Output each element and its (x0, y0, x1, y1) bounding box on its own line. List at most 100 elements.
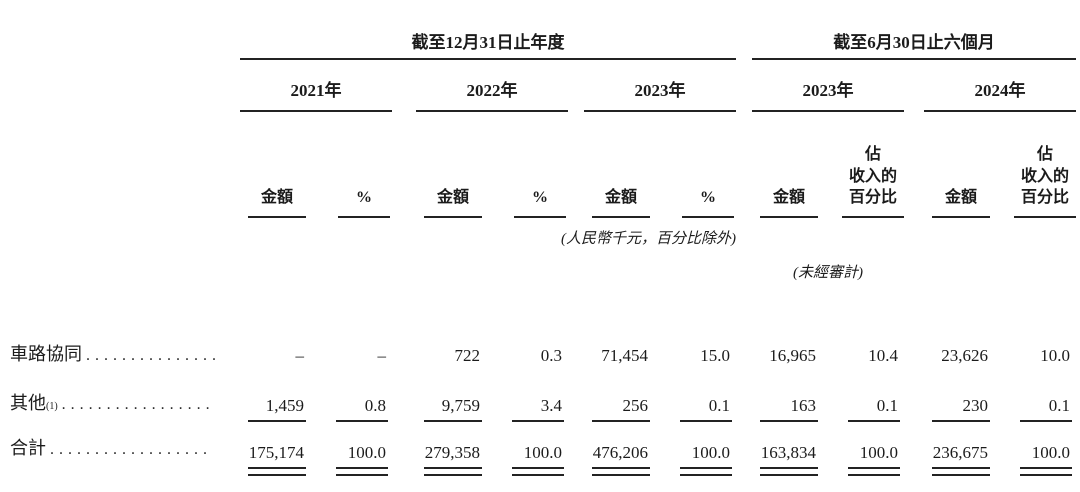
spacer (568, 336, 584, 378)
empty-cell (736, 218, 1076, 252)
group-header-annual: 截至12月31日止年度 (240, 28, 736, 60)
underline (680, 420, 732, 422)
table-cell: 16,965 (769, 346, 816, 365)
empty-cell (10, 252, 752, 286)
col-header-amount: 金額 (932, 187, 990, 218)
year-header-2021: 2021年 (240, 76, 392, 112)
spacer (904, 112, 924, 218)
row-label: 合計.................. (10, 434, 240, 460)
col-header-amount: 金額 (248, 187, 306, 218)
spacer (736, 10, 752, 60)
col-header-amount: 金額 (592, 187, 650, 218)
table-row-vehicle-road: 車路協同............... – – 722 0.3 71,454 1… (10, 336, 1076, 378)
underline (760, 420, 818, 422)
table-cell: 0.1 (818, 378, 904, 426)
table-row-total: 合計.................. 175,174 100.0 279,3… (10, 426, 1076, 478)
table-cell: 722 (454, 346, 481, 365)
empty-cell (904, 252, 1076, 286)
column-header-row: 金額 % 金額 % 金額 % 金額 佔 收入的 百分比 金額 佔 收入的 百分比 (10, 112, 1077, 218)
spacer (568, 378, 584, 426)
unaudited-note-row: (未經審計) (10, 252, 1076, 286)
empty-cell (10, 60, 240, 112)
note-unaudited: (未經審計) (793, 265, 863, 281)
col-header-amount: 金額 (424, 187, 482, 218)
table-cell: 1,459 (240, 378, 306, 426)
spacer (904, 426, 924, 478)
col-header-pct-of-revenue: 佔 收入的 百分比 (1014, 144, 1077, 218)
table-cell: 10.0 (1040, 346, 1071, 365)
table-cell: 236,675 (924, 426, 990, 478)
dot-leader: .................. (50, 441, 212, 458)
document-page: { "table": { "group1": { "title": "截至12月… (0, 10, 1080, 492)
col-header-percent: % (514, 187, 566, 218)
double-underline (592, 467, 650, 476)
underline (592, 420, 650, 422)
spacer (736, 426, 752, 478)
spacer (392, 426, 416, 478)
year-header-row: 2021年 2022年 2023年 2023年 2024年 (10, 60, 1077, 112)
underline (1020, 420, 1073, 422)
row-label: 車路協同............... (10, 340, 240, 366)
row-label: 其他 (1)................. (10, 389, 240, 415)
spacer (736, 378, 752, 426)
table-row-others: 其他 (1)................. 1,459 0.8 9,759 3… (10, 378, 1076, 426)
col-header-pct-of-revenue: 佔 收入的 百分比 (842, 144, 904, 218)
empty-cell (10, 112, 240, 218)
double-underline (1020, 467, 1073, 476)
table-cell: 10.4 (868, 346, 898, 365)
table-cell: – (295, 346, 305, 365)
year-header-2024-interim: 2024年 (924, 76, 1077, 112)
year-header-2022: 2022年 (416, 76, 568, 112)
empty-cell (10, 10, 240, 60)
table-cell: 100.0 (818, 426, 904, 478)
col-header-percent: % (682, 187, 734, 218)
table-cell: 230 (924, 378, 990, 426)
table-cell: 0.8 (306, 378, 392, 426)
year-header-2023: 2023年 (584, 76, 736, 112)
financial-table: 截至12月31日止年度 截至6月30日止六個月 2021年 2022年 2023… (10, 10, 1077, 478)
spacer (736, 336, 752, 378)
table-cell: 100.0 (482, 426, 568, 478)
table-cell: 0.3 (540, 346, 562, 365)
group-header-interim: 截至6月30日止六個月 (752, 28, 1077, 60)
double-underline (424, 467, 482, 476)
year-header-2023-interim: 2023年 (752, 76, 904, 112)
dot-leader: ............... (86, 347, 221, 364)
table-cell: 100.0 (990, 426, 1076, 478)
table-cell: 163 (752, 378, 818, 426)
spacer (904, 60, 924, 112)
table-cell: 9,759 (416, 378, 482, 426)
table-cell: 100.0 (306, 426, 392, 478)
table-cell: 256 (584, 378, 650, 426)
table-cell: 0.1 (650, 378, 736, 426)
note-units: (人民幣千元，百分比除外) (561, 231, 736, 247)
double-underline (336, 467, 388, 476)
spacer (904, 336, 924, 378)
spacer (568, 60, 584, 112)
spacer (904, 378, 924, 426)
underline (424, 420, 482, 422)
units-note-row: (人民幣千元，百分比除外) (10, 218, 1076, 252)
col-header-percent: % (338, 187, 390, 218)
underline (336, 420, 388, 422)
table-cell: 163,834 (752, 426, 818, 478)
double-underline (512, 467, 564, 476)
double-underline (760, 467, 818, 476)
double-underline (248, 467, 306, 476)
underline (932, 420, 990, 422)
table-cell: 15.0 (700, 346, 730, 365)
spacer (392, 378, 416, 426)
underline (848, 420, 900, 422)
double-underline (848, 467, 900, 476)
spacer (736, 112, 752, 218)
col-header-amount: 金額 (760, 187, 818, 218)
spacer (392, 60, 416, 112)
spacer (568, 112, 584, 218)
table-cell: 476,206 (584, 426, 650, 478)
footnote-marker: (1) (46, 401, 58, 412)
table-cell: 3.4 (482, 378, 568, 426)
table-cell: 23,626 (941, 346, 988, 365)
group-header-row: 截至12月31日止年度 截至6月30日止六個月 (10, 10, 1077, 60)
underline (512, 420, 564, 422)
dot-leader: ................. (61, 396, 215, 413)
